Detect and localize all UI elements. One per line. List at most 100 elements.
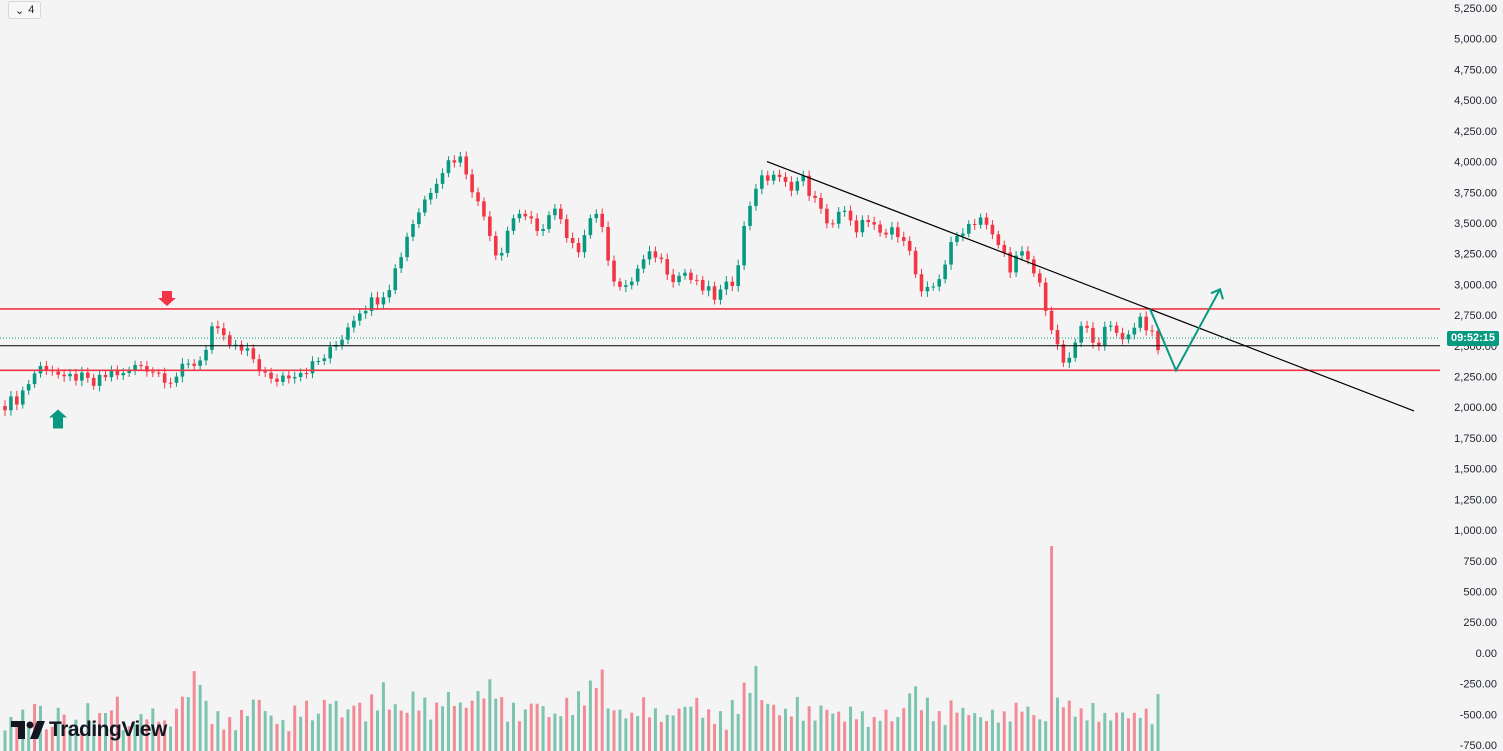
volume-bar — [376, 710, 380, 751]
volume-bar — [1014, 702, 1018, 751]
volume-bar — [559, 716, 563, 751]
candle-body — [677, 275, 681, 283]
candle-body — [68, 373, 72, 377]
candle-body — [807, 175, 811, 196]
candle-body — [458, 156, 463, 163]
volume-bar — [825, 709, 829, 751]
candle-body — [363, 310, 368, 314]
volume-bar — [1144, 708, 1148, 751]
volume-bar — [837, 711, 841, 751]
candle-body — [1097, 342, 1101, 346]
volume-bar — [866, 726, 870, 751]
volume-bar — [831, 713, 835, 751]
volume-bar — [1032, 715, 1036, 751]
candle-body — [1079, 325, 1083, 343]
candle-body — [162, 373, 167, 383]
candle-body — [695, 279, 699, 281]
candle-body — [15, 396, 19, 405]
candle-body — [771, 174, 776, 181]
candle-body — [1120, 332, 1125, 340]
candle-body — [109, 369, 114, 378]
tradingview-logo[interactable]: TradingView — [11, 718, 167, 742]
candle-body — [3, 405, 7, 411]
candle-body — [369, 297, 374, 311]
candle-body — [629, 281, 634, 286]
volume-bar — [937, 711, 941, 751]
volume-bar — [1132, 712, 1136, 751]
candle-body — [1156, 330, 1160, 351]
chevron-down-icon: ⌄ — [15, 4, 25, 17]
volume-bar — [44, 729, 48, 751]
y-tick-label: 2,000.00 — [1454, 402, 1497, 414]
candle-body — [1073, 342, 1078, 358]
y-tick-label: 2,750.00 — [1454, 310, 1497, 322]
volume-bar — [346, 709, 350, 751]
volume-bar — [1097, 721, 1101, 751]
volume-bar — [192, 671, 196, 751]
candle-body — [357, 313, 362, 321]
volume-bar — [1103, 712, 1107, 751]
volume-bar — [56, 707, 60, 751]
layers-dropdown[interactable]: ⌄ 4 — [8, 1, 42, 19]
volume-bar — [1038, 719, 1042, 751]
y-tick-label: 2,250.00 — [1454, 372, 1497, 384]
candle-body — [434, 183, 439, 193]
volume-bar — [677, 708, 681, 751]
volume-bar — [819, 705, 823, 751]
volume-bar — [115, 696, 119, 751]
volume-bar — [689, 706, 693, 751]
candle-body — [606, 226, 610, 261]
candle-body — [966, 223, 971, 234]
candle-body — [20, 390, 25, 405]
candle-body — [505, 230, 510, 254]
volume-bar — [1073, 716, 1077, 751]
candle-body — [151, 371, 155, 373]
volume-bar — [766, 703, 770, 751]
candle-body — [257, 359, 262, 372]
volume-bar — [109, 710, 113, 751]
candle-body — [842, 210, 847, 212]
candle-body — [919, 274, 924, 292]
candle-body — [488, 216, 492, 236]
y-tick-label: 5,250.00 — [1454, 3, 1497, 15]
volume-bar — [860, 711, 864, 751]
candle-body — [245, 348, 250, 351]
tradingview-icon — [11, 721, 45, 739]
candle-body — [352, 320, 356, 328]
volume-bar — [27, 728, 31, 751]
candle-body — [26, 384, 31, 391]
volume-bar — [801, 720, 805, 751]
arrow-down-icon — [158, 290, 176, 306]
volume-bar — [1079, 708, 1083, 751]
y-tick-label: 500.00 — [1463, 586, 1497, 598]
volume-bar — [399, 710, 403, 751]
volume-bar — [1067, 700, 1071, 751]
volume-bar — [15, 721, 19, 751]
candle-body — [287, 375, 291, 379]
candle-body — [405, 236, 409, 258]
volume-bar — [612, 710, 616, 751]
volume-bar — [1126, 718, 1130, 751]
volume-bar — [299, 716, 303, 751]
candle-body — [127, 370, 131, 373]
candle-body — [310, 361, 315, 374]
volume-bar — [778, 715, 782, 751]
candle-body — [925, 286, 930, 292]
candle-body — [115, 369, 120, 376]
volume-bar — [730, 700, 734, 751]
candle-body — [298, 373, 303, 378]
volume-bar — [1121, 712, 1125, 751]
candle-body — [789, 181, 794, 191]
candle-body — [251, 348, 256, 360]
candle-body — [559, 208, 563, 220]
volume-bar — [902, 708, 906, 751]
brand-name: TradingView — [49, 718, 167, 741]
volume-bar — [204, 700, 208, 751]
candle-body — [233, 344, 238, 346]
y-tick-label: 1,500.00 — [1454, 464, 1497, 476]
candlesticks — [3, 151, 1160, 416]
volume-bar — [446, 692, 450, 751]
volume-bar — [990, 709, 994, 751]
volume-bar — [896, 717, 900, 751]
